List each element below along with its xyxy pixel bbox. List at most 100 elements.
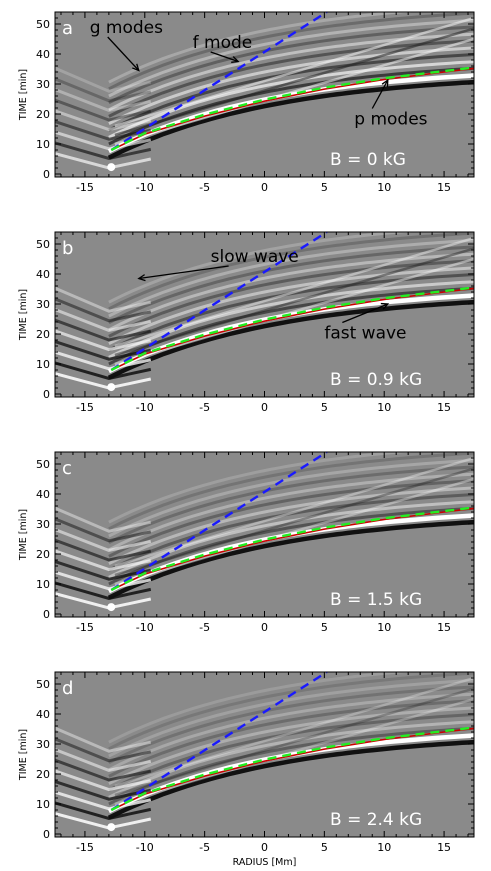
x-tick-label: 15	[437, 401, 451, 414]
panel-c: -15 -10 -5 0 5 10 15 0 10 20 30 40 50 TIME [min] c B = …	[18, 451, 475, 634]
x-tick-label: -15	[76, 841, 94, 854]
wave-ridge-upper	[114, 467, 474, 577]
y-tick-label: 40	[36, 48, 50, 61]
annotation-arrowhead	[231, 56, 240, 63]
annotation-arrowhead	[137, 274, 146, 282]
series-line-2	[110, 506, 474, 592]
x-tick-label: -5	[199, 181, 210, 194]
series-line-0	[110, 452, 328, 592]
wave-ridge-dark	[108, 232, 474, 311]
field-strength-label: B = 1.5 kG	[330, 590, 422, 610]
wave-ridge-dark	[108, 452, 474, 531]
wave-field	[55, 672, 474, 832]
wave-ridge-dark	[108, 273, 474, 352]
wave-ridge-upper	[114, 37, 474, 146]
field-strength-label: B = 0 kG	[330, 150, 406, 170]
annotation-arrow	[138, 265, 229, 280]
wave-ridge-upper	[114, 257, 474, 366]
series-line-2	[110, 286, 474, 372]
y-tick-label: 30	[36, 518, 50, 531]
source-point	[107, 823, 116, 832]
source-fan	[55, 748, 152, 772]
wave-ridge-upper	[114, 687, 474, 797]
x-tick-label: -15	[76, 181, 94, 194]
wave-field	[55, 232, 474, 392]
wave-ridge-dark	[108, 25, 474, 104]
y-tick-label: 0	[43, 168, 50, 181]
y-tick-label: 40	[36, 488, 50, 501]
panel-letter: a	[62, 18, 73, 39]
panel-letter: d	[62, 678, 73, 699]
wave-ridge-light	[108, 18, 474, 98]
wave-ridge-light	[108, 672, 417, 744]
wave-ridge-light	[108, 692, 474, 772]
source-fan	[55, 538, 152, 562]
y-tick-label: 30	[36, 738, 50, 751]
x-tick-label: 5	[321, 841, 328, 854]
annotation-label: slow wave	[211, 247, 299, 267]
series-line-0	[110, 232, 328, 372]
wave-ridge-dark	[108, 506, 474, 586]
wave-ridge-dark	[108, 465, 474, 544]
annotation-arrow	[342, 303, 389, 324]
source-fan	[55, 726, 152, 753]
source-point	[107, 603, 116, 612]
field-strength-label: B = 0.9 kG	[330, 370, 422, 390]
wave-ridge-upper	[114, 477, 474, 586]
source-fan	[55, 801, 152, 820]
wave-field	[55, 12, 474, 172]
y-tick-label: 20	[36, 768, 50, 781]
x-tick-label: -10	[136, 841, 154, 854]
wave-ridge-light	[108, 720, 474, 799]
y-tick-label: 30	[36, 298, 50, 311]
panel-b: -15 -10 -5 0 5 10 15 0 10 20 30 40 50 TIME [min] b B = …	[18, 231, 475, 414]
wave-ridge-light	[108, 458, 474, 538]
annotation-arrowhead	[380, 302, 390, 310]
series-line-2	[110, 66, 474, 152]
wave-field	[55, 452, 474, 612]
y-tick-label: 0	[43, 388, 50, 401]
source-fan	[55, 308, 152, 332]
wave-ridge-dark	[107, 299, 474, 380]
source-fan	[55, 361, 152, 380]
wave-ridge-dark	[107, 79, 474, 160]
source-fan	[55, 790, 152, 811]
panel-letter: b	[62, 238, 73, 259]
wave-ridge-upper	[114, 697, 474, 806]
wave-ridge-light	[108, 252, 474, 332]
x-tick-label: -5	[199, 621, 210, 634]
x-tick-label: 0	[261, 621, 268, 634]
source-fan	[55, 769, 152, 792]
source-point	[107, 163, 116, 172]
wave-ridge-dark	[108, 685, 474, 764]
source-fan	[55, 570, 152, 591]
source-fan	[55, 77, 152, 103]
y-tick-label: 10	[36, 358, 50, 371]
x-tick-label: 0	[261, 401, 268, 414]
y-tick-label: 0	[43, 828, 50, 841]
source-point	[107, 383, 116, 392]
wave-ridge-light	[108, 706, 474, 785]
annotation-arrow	[210, 51, 239, 63]
x-tick-label: -10	[136, 181, 154, 194]
wave-ridge-dark	[107, 519, 474, 600]
annotation-arrowhead	[381, 78, 389, 88]
y-axis-title: TIME [min]	[18, 509, 29, 561]
annotation-arrowhead	[132, 63, 140, 72]
x-tick-label: 5	[321, 401, 328, 414]
y-tick-label: 40	[36, 708, 50, 721]
source-fan	[55, 141, 152, 160]
wave-ridge-dark	[108, 699, 474, 778]
wave-ridge-dark	[108, 259, 474, 338]
wave-ridge-dark	[108, 12, 474, 91]
source-fan	[55, 350, 152, 371]
x-tick-label: 10	[377, 181, 391, 194]
wave-ridge-dark	[108, 479, 474, 558]
panel-a: -15 -10 -5 0 5 10 15 0 10 20 30 40 50 TIME [min] a B = …	[18, 11, 475, 194]
source-fan	[55, 737, 152, 763]
annotation-label: fast wave	[324, 324, 406, 344]
y-axis-title: TIME [min]	[18, 289, 29, 341]
series-line-0	[110, 672, 328, 812]
x-tick-label: 10	[377, 621, 391, 634]
